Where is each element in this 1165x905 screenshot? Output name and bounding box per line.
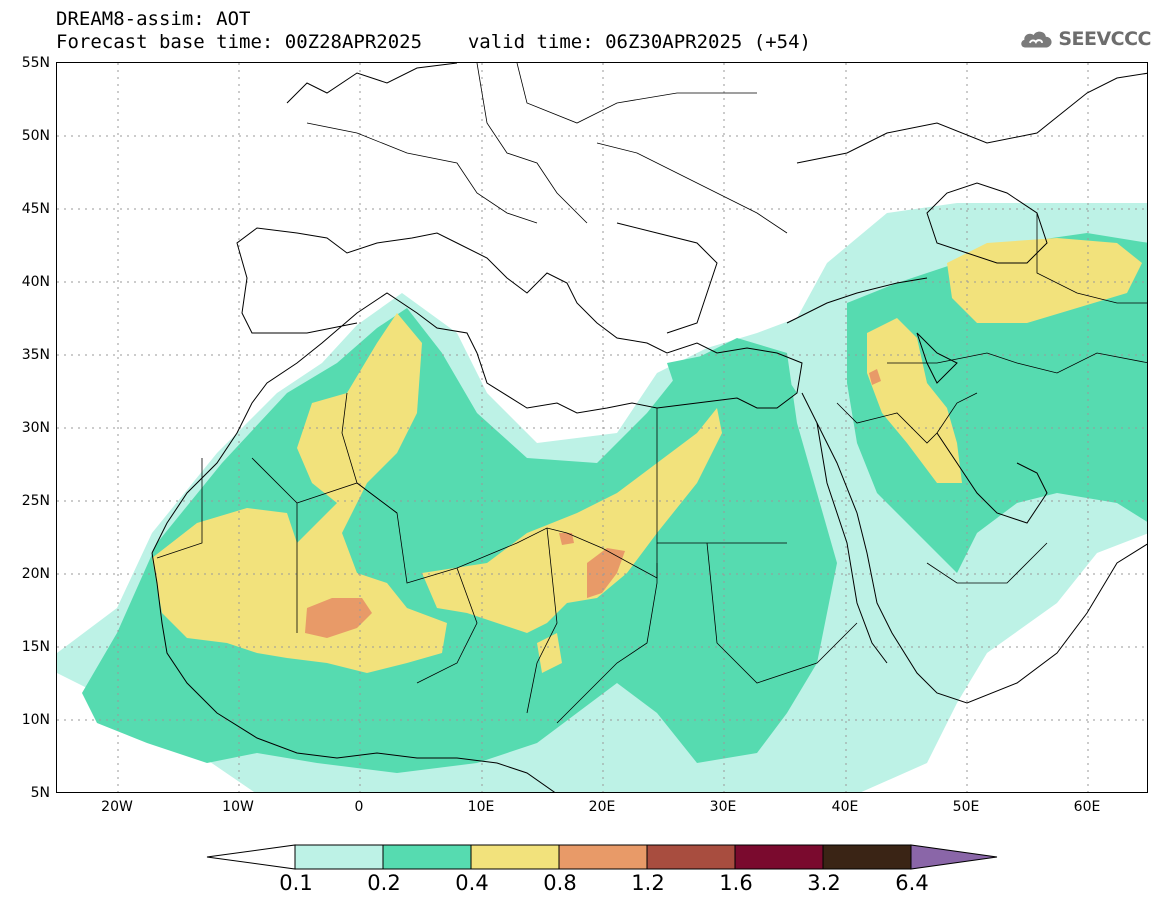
map-area [56,62,1148,793]
aot-map [57,63,1147,792]
colorbar-bin-2 [382,844,472,870]
colorbar-bin-3 [470,844,560,870]
lat-label-20n: 20N [21,566,50,582]
colorbar-label-0.4: 0.4 [455,871,489,895]
lon-label-50e: 50E [952,799,980,815]
colorbar [206,844,998,870]
lat-label-15n: 15N [21,639,50,655]
lon-label-20w: 20W [101,799,133,815]
aot-fill-0.4 [152,238,1142,673]
lat-label-10n: 10N [21,712,50,728]
lat-label-55n: 55N [21,55,50,71]
colorbar-bin-6 [734,844,824,870]
colorbar-label-0.8: 0.8 [543,871,577,895]
lon-label-20e: 20E [588,799,616,815]
colorbar-label-1.2: 1.2 [631,871,665,895]
aot-fill-0.8 [305,369,881,638]
colorbar-label-3.2: 3.2 [807,871,841,895]
colorbar-bin-5 [646,844,736,870]
lon-label-10e: 10E [467,799,495,815]
colorbar-label-0.1: 0.1 [279,871,313,895]
colorbar-label-0.2: 0.2 [367,871,401,895]
colorbar-low-arrow [206,844,296,870]
colorbar-label-1.6: 1.6 [719,871,753,895]
lat-label-45n: 45N [21,201,50,217]
colorbar-high-arrow [910,844,998,870]
lon-label-40e: 40E [831,799,859,815]
lon-label-0: 0 [354,799,364,815]
colorbar-bin-4 [558,844,648,870]
lon-label-30e: 30E [709,799,737,815]
map-title: DREAM8-assim: AOT [56,8,251,30]
base-time: Forecast base time: 00Z28APR2025 [56,31,423,53]
seevccc-logo: SEEVCCC [1019,22,1151,56]
lat-label-30n: 30N [21,420,50,436]
lat-label-25n: 25N [21,493,50,509]
colorbar-label-6.4: 6.4 [895,871,929,895]
logo-text: SEEVCCC [1058,28,1151,50]
colorbar-bin-1 [294,844,384,870]
cloud-icon [1021,31,1052,48]
colorbar-bin-7 [822,844,912,870]
lon-label-60e: 60E [1073,799,1101,815]
aot-fill-0.2 [82,233,1147,773]
lat-label-50n: 50N [21,128,50,144]
lat-label-40n: 40N [21,274,50,290]
lon-label-10w: 10W [222,799,254,815]
forecast-times: Forecast base time: 00Z28APR2025 valid t… [56,31,811,53]
lat-label-5n: 5N [30,785,50,801]
country-borders [156,63,1147,724]
lat-label-35n: 35N [21,347,50,363]
valid-time: valid time: 06Z30APR2025 (+54) [467,31,811,53]
coastlines [151,63,1147,792]
